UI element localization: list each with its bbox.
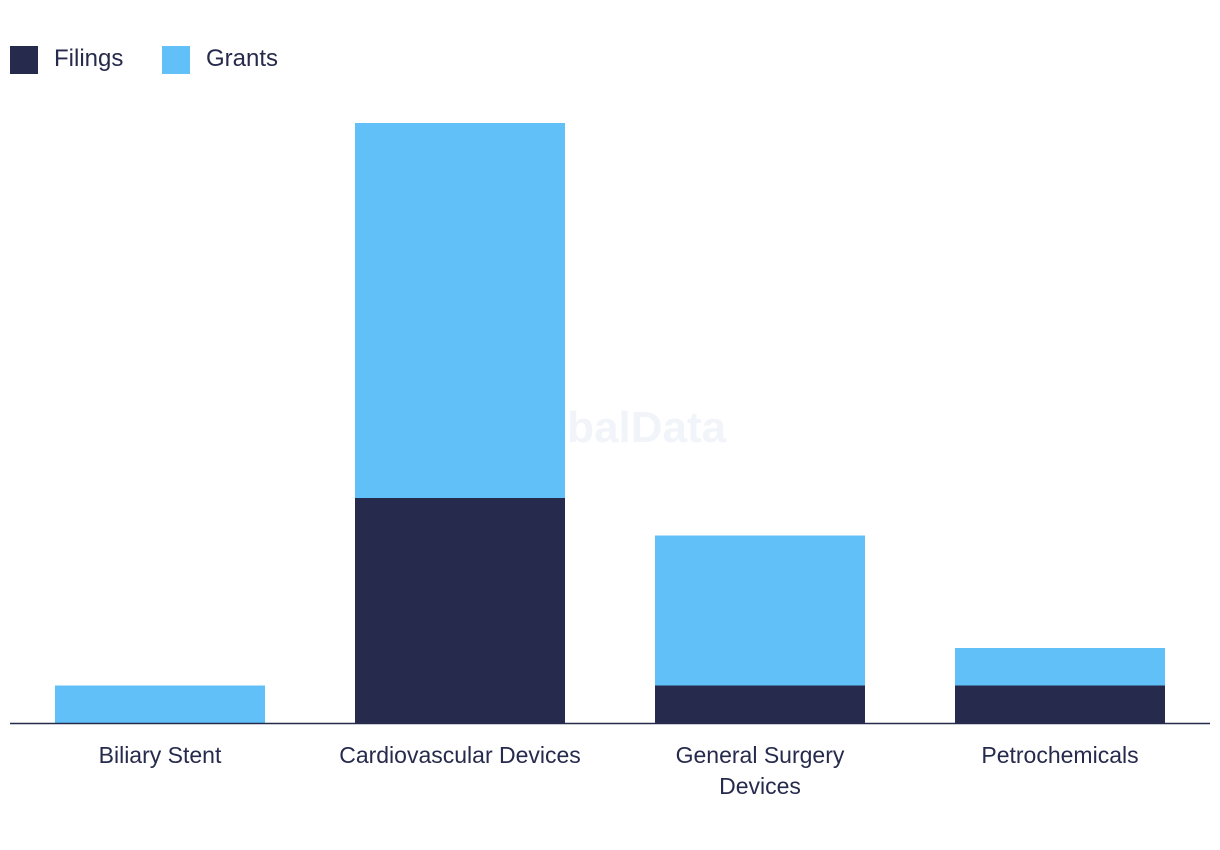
x-tick-label-cardiovascular-devices: Cardiovascular Devices	[339, 742, 581, 768]
bar-grants-biliary-stent	[55, 685, 265, 723]
bar-filings-general-surgery-devices	[655, 685, 865, 723]
bar-filings-petrochemicals	[955, 685, 1165, 723]
x-tick-label-petrochemicals: Petrochemicals	[981, 742, 1138, 768]
bar-grants-cardiovascular-devices	[355, 123, 565, 498]
legend-swatch-filings	[10, 46, 38, 74]
x-tick-label-biliary-stent: Biliary Stent	[99, 742, 222, 768]
bar-grants-petrochemicals	[955, 648, 1165, 686]
legend-swatch-grants	[162, 46, 190, 74]
legend: Filings Grants	[10, 45, 278, 74]
bar-grants-general-surgery-devices	[655, 535, 865, 686]
legend-label-grants: Grants	[206, 45, 278, 72]
x-tick-label-general-surgery-devices: General Surgery Devices	[676, 742, 845, 799]
bars-group	[55, 123, 1165, 723]
x-tick-labels: Biliary Stent Cardiovascular Devices Gener…	[99, 742, 1139, 799]
bar-filings-cardiovascular-devices	[355, 498, 565, 723]
legend-label-filings: Filings	[54, 45, 123, 72]
